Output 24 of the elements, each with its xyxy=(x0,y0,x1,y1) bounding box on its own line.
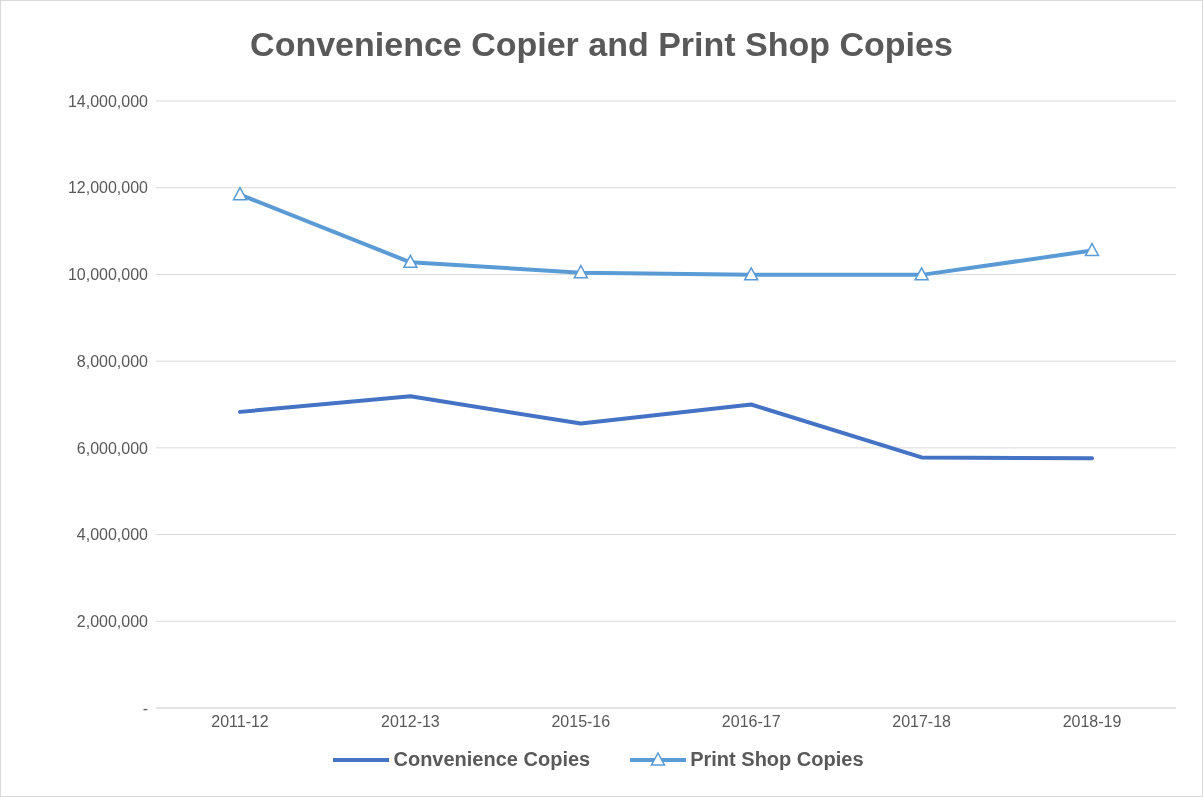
y-tick-label: 12,000,000 xyxy=(67,179,149,197)
point xyxy=(232,186,248,201)
y-tick-label: 6,000,000 xyxy=(76,439,149,457)
point xyxy=(1084,242,1100,257)
x-tick-label: 2017-18 xyxy=(892,713,952,731)
x-tick-label: 2012-13 xyxy=(381,713,440,731)
y-tick-label: 2,000,000 xyxy=(76,612,149,630)
x-tick-label: 2015-16 xyxy=(551,713,611,731)
line-series xyxy=(238,394,1094,461)
y-tick-label: 14,000,000 xyxy=(67,92,149,110)
point xyxy=(573,264,589,279)
point xyxy=(743,267,759,281)
legend-label: Print Shop Copies xyxy=(690,748,864,771)
point xyxy=(914,267,929,281)
y-tick-label: 10,000,000 xyxy=(67,266,149,284)
point xyxy=(403,254,418,269)
x-tick-label: 2011-12 xyxy=(211,713,269,731)
x-tick-label: 2016-17 xyxy=(721,713,781,731)
y-tick-label: 4,000,000 xyxy=(76,526,149,544)
chart-title: Convenience Copier and Print Shop Copies xyxy=(249,25,954,64)
y-tick-label: 8,000,000 xyxy=(76,352,149,370)
y-tick-label: - xyxy=(142,699,148,717)
legend-label: Convenience Copies xyxy=(393,748,591,771)
x-tick-label: 2018-19 xyxy=(1062,713,1122,731)
